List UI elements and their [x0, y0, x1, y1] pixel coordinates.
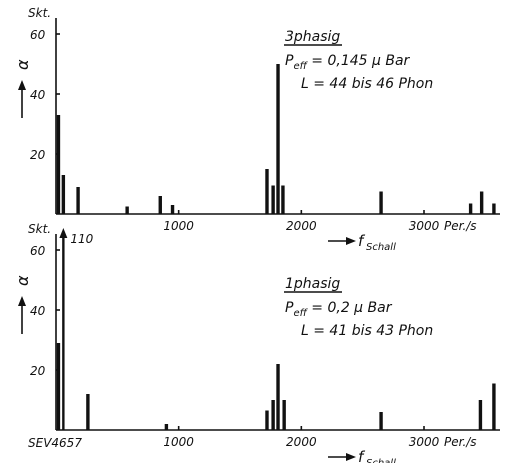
bar	[76, 187, 80, 214]
x-axis-label-sub: Schall	[366, 242, 396, 253]
bar	[164, 424, 169, 430]
x-axis-label-sub: Schall	[366, 458, 396, 463]
y-tick-label: 20	[30, 364, 46, 378]
bar	[276, 364, 280, 430]
y-axis-symbol: α	[13, 275, 32, 286]
bar	[282, 400, 286, 430]
bar	[125, 206, 129, 214]
annotation-level: L = 41 bis 43 Phon	[301, 323, 433, 339]
bar	[468, 203, 473, 214]
x-tick-label: 1000	[163, 219, 194, 233]
off-scale-bar	[62, 236, 65, 430]
y-axis-arrowhead	[18, 80, 26, 90]
bar	[56, 115, 61, 214]
y-tick-label: 60	[30, 244, 46, 258]
y-axis-arrowhead	[18, 296, 26, 306]
bar	[265, 169, 269, 214]
bar	[265, 410, 269, 430]
bar	[492, 383, 496, 430]
bar	[170, 205, 175, 214]
annotation-block: 1phasig Peff = 0,2 µ Bar L = 41 bis 43 Pho…	[284, 276, 433, 339]
off-scale-value-label: 110	[70, 232, 93, 246]
annotation-pressure: Peff = 0,145 µ Bar	[285, 53, 411, 72]
x-tick-label: 2000	[286, 435, 317, 449]
x-unit-label: Per./s	[444, 219, 477, 233]
bar	[492, 203, 496, 214]
x-axis-arrowhead	[346, 453, 356, 461]
y-unit-label: Skt.	[28, 6, 51, 20]
bar	[61, 175, 66, 214]
chart-panel-2: Skt.604020α100020003000Per./sfSchall1101…	[13, 222, 500, 463]
x-axis-label: f	[358, 232, 366, 250]
y-axis-symbol: α	[13, 59, 32, 70]
x-unit-label: Per./s	[444, 435, 477, 449]
x-axis-label: f	[358, 448, 366, 463]
y-tick-label: 20	[30, 148, 46, 162]
x-axis-arrowhead	[346, 237, 356, 245]
x-tick-label: 2000	[286, 219, 317, 233]
x-tick-label: 3000	[409, 219, 440, 233]
x-tick-label: 3000	[409, 435, 440, 449]
bar	[379, 412, 383, 430]
bar	[271, 185, 275, 214]
annotation-block: 3phasig Peff = 0,145 µ Bar L = 44 bis 46 P…	[284, 29, 433, 92]
annotation-title: 1phasig	[285, 276, 340, 292]
y-unit-label: Skt.	[28, 222, 51, 236]
bar	[158, 196, 162, 214]
y-tick-label: 60	[30, 28, 46, 42]
chart-panel-1: Skt. 60 40 20 α 1000 2000 3000 Per./s f Schall 3pha…	[13, 6, 500, 253]
y-tick-label: 40	[30, 304, 46, 318]
bar	[276, 64, 280, 214]
annotation-title: 3phasig	[285, 29, 340, 45]
bar	[379, 191, 383, 214]
bar	[478, 400, 483, 430]
bar	[281, 185, 285, 214]
off-scale-arrowhead	[59, 228, 68, 238]
annotation-pressure: Peff = 0,2 µ Bar	[285, 300, 393, 319]
bar	[479, 191, 484, 214]
x-tick-label: 1000	[163, 435, 194, 449]
bar	[86, 394, 90, 430]
bar	[271, 400, 275, 430]
annotation-level: L = 44 bis 46 Phon	[301, 76, 433, 92]
bar	[56, 343, 61, 430]
figure-code: SEV4657	[28, 436, 82, 450]
y-tick-label: 40	[30, 88, 46, 102]
